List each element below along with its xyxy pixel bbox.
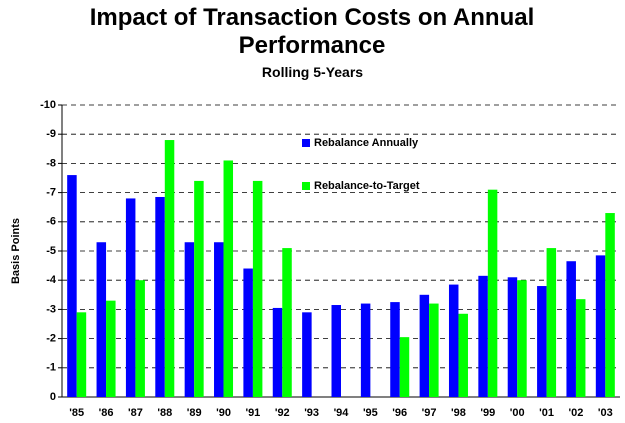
x-tick-label: '89: [187, 407, 202, 419]
bar: [458, 313, 468, 397]
x-tick-label: '91: [245, 407, 260, 419]
x-tick-label: '90: [216, 407, 231, 419]
bar: [272, 307, 283, 397]
chart-title: Impact of Transaction Costs on Annual Pe…: [89, 4, 535, 59]
y-tick-label: -3: [46, 303, 56, 315]
bar: [214, 242, 224, 397]
bar: [575, 299, 586, 397]
x-tick-label: '92: [275, 407, 290, 419]
bar: [155, 196, 165, 397]
x-tick-label: '96: [392, 407, 407, 419]
x-tick-label: '02: [569, 407, 584, 419]
y-tick-label: -1: [46, 362, 56, 374]
y-tick-label: -2: [46, 333, 56, 345]
bar: [429, 303, 439, 397]
y-tick-label: -10: [40, 99, 56, 111]
bar: [282, 248, 292, 397]
legend-label: Rebalance-to-Target: [314, 180, 420, 192]
bar: [419, 294, 430, 397]
bar: [331, 305, 341, 397]
x-tick-label: '97: [422, 407, 437, 419]
y-tick-label: -5: [46, 245, 56, 257]
x-tick-label: '85: [69, 407, 84, 419]
bar: [448, 284, 459, 397]
bar: [106, 300, 116, 397]
x-tick-label: '95: [363, 407, 378, 419]
y-tick-label: -9: [46, 128, 56, 140]
x-tick-label: '94: [334, 407, 350, 419]
bar: [184, 242, 195, 397]
bar: [243, 268, 253, 397]
bar: [517, 280, 527, 397]
bar: [164, 140, 175, 398]
bar: [194, 180, 204, 397]
bar: [390, 302, 400, 397]
bar: [566, 261, 576, 397]
x-tick-label: '98: [451, 407, 466, 419]
y-tick-label: -8: [46, 157, 56, 169]
y-tick-label: -7: [46, 187, 56, 199]
y-tick-label: 0: [50, 391, 56, 403]
bar: [125, 198, 136, 397]
x-tick-label: '00: [510, 407, 525, 419]
legend-swatch: [302, 182, 310, 190]
y-tick-label: -6: [46, 216, 56, 228]
bar: [507, 277, 518, 397]
x-tick-label: '88: [157, 407, 172, 419]
bar: [487, 189, 498, 397]
bar: [478, 275, 488, 397]
bar: [252, 180, 263, 397]
bar: [595, 255, 606, 397]
bar: [546, 248, 557, 397]
bar: [302, 312, 312, 397]
bar: [360, 303, 371, 397]
y-tick-label: -4: [46, 274, 57, 286]
x-tick-label: '86: [99, 407, 114, 419]
bar: [399, 337, 410, 397]
bar: [605, 213, 615, 397]
bar: [67, 175, 77, 397]
bar: [223, 160, 234, 397]
legend-swatch: [302, 139, 310, 147]
x-tick-label: '99: [480, 407, 495, 419]
x-tick-label: '03: [598, 407, 613, 419]
bar: [96, 242, 107, 397]
bar: [76, 312, 87, 397]
bar: [537, 286, 547, 397]
chart-subtitle: Rolling 5-Years: [261, 64, 364, 80]
y-axis-label: Basis Points: [10, 218, 22, 284]
legend-label: Rebalance Annually: [314, 137, 419, 149]
x-tick-label: '01: [539, 407, 554, 419]
x-tick-label: '93: [304, 407, 319, 419]
x-tick-label: '87: [128, 407, 143, 419]
bar: [135, 280, 145, 397]
